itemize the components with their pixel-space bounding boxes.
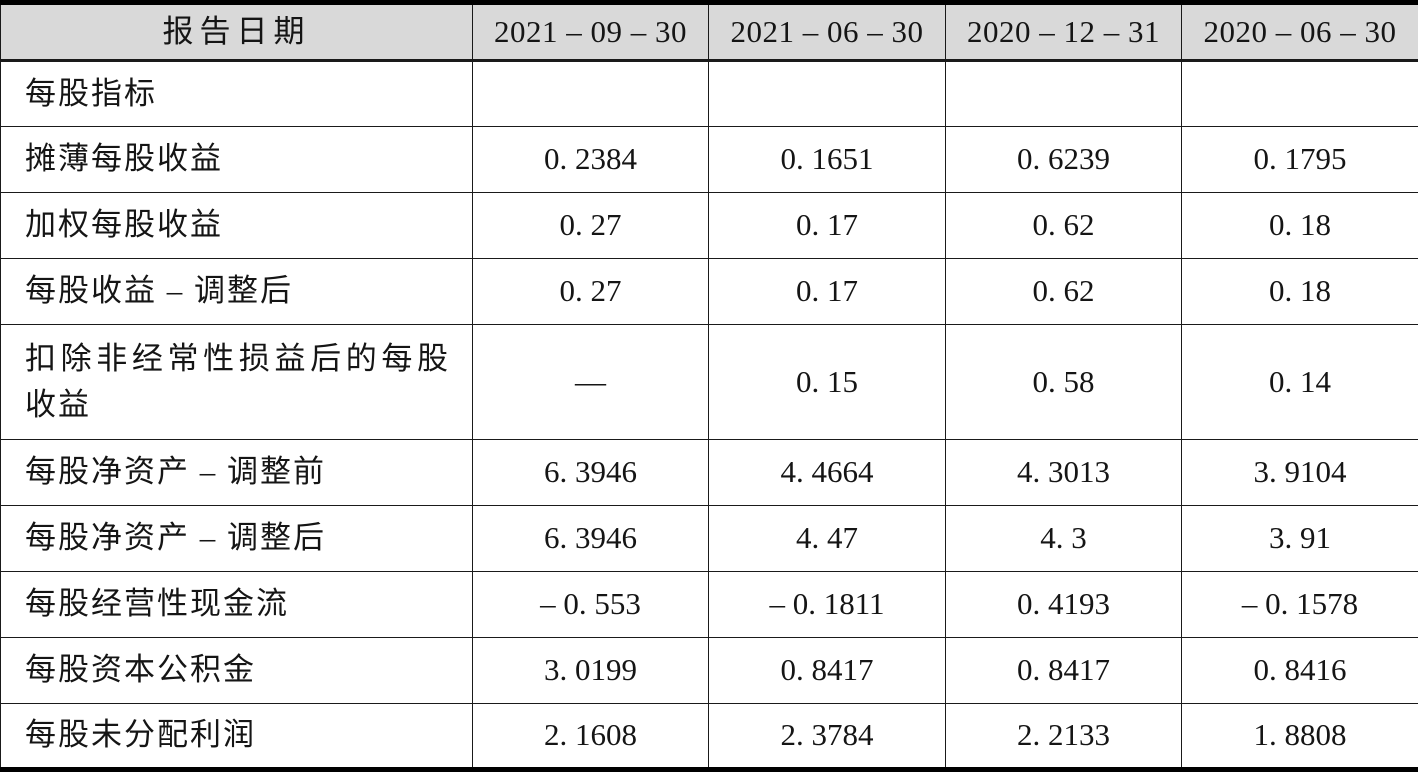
cell-value: 0. 18 [1181,192,1418,259]
cell-value: 0. 62 [945,258,1182,325]
cell-value: – 0. 1578 [1181,571,1418,638]
header-date: 2020 – 12 – 31 [945,2,1182,62]
table-header: 报告日期 2021 – 09 – 30 2021 – 06 – 30 2020 – … [0,2,1418,62]
cell-value: 4. 3013 [945,439,1182,506]
cell-value: 3. 0199 [472,637,709,704]
cell-value: 0. 18 [1181,258,1418,325]
cell-value: 0. 15 [708,324,946,440]
cell-value: 0. 58 [945,324,1182,440]
header-row: 报告日期 2021 – 09 – 30 2021 – 06 – 30 2020 – … [0,2,1418,62]
row-label: 每股经营性现金流 [0,571,473,638]
table-row: 扣除非经常性损益后的每股收益 —0. 15 0. 58 0. 14 [0,324,1418,440]
cell-value: 0. 62 [945,192,1182,259]
cell-value: 2. 1608 [472,703,709,770]
cell-value [945,60,1182,127]
cell-value: 0. 17 [708,258,946,325]
table-row: 每股净资产 – 调整前 6. 3946 4. 4664 4. 3013 3. 9104 [0,439,1418,506]
cell-value: 4. 3 [945,505,1182,572]
row-label: 每股资本公积金 [0,637,473,704]
table-row: 每股收益 – 调整后 0. 27 0. 17 0. 62 0. 18 [0,258,1418,325]
cell-value: 0. 8417 [708,637,946,704]
section-row: 每股指标 [0,60,1418,127]
table-row: 每股未分配利润 2. 1608 2. 3784 2. 2133 1. 8808 [0,703,1418,770]
header-date: 2021 – 09 – 30 [472,2,709,62]
cell-value [1181,60,1418,127]
cell-value: 0. 27 [472,192,709,259]
section-label: 每股指标 [0,60,473,127]
row-label: 扣除非经常性损益后的每股收益 [0,324,473,440]
cell-value: 2. 3784 [708,703,946,770]
cell-value: 0. 1795 [1181,126,1418,193]
cell-value: 0. 1651 [708,126,946,193]
cell-value: 3. 9104 [1181,439,1418,506]
cell-value: 0. 6239 [945,126,1182,193]
cell-value: 0. 17 [708,192,946,259]
row-label: 加权每股收益 [0,192,473,259]
cell-value: 4. 47 [708,505,946,572]
table-body: 每股指标 摊薄每股收益 0. 2384 0. 1651 0. 6239 0. 1795 加权… [0,60,1418,770]
cell-value: 1. 8808 [1181,703,1418,770]
cell-value: 0. 2384 [472,126,709,193]
row-label: 每股净资产 – 调整后 [0,505,473,572]
row-label: 每股净资产 – 调整前 [0,439,473,506]
cell-value: 6. 3946 [472,505,709,572]
cell-value: 0. 27 [472,258,709,325]
cell-value: 6. 3946 [472,439,709,506]
header-date: 2021 – 06 – 30 [708,2,946,62]
cell-value [472,60,709,127]
cell-value: 2. 2133 [945,703,1182,770]
header-report-date-label: 报告日期 [0,2,473,62]
row-label: 摊薄每股收益 [0,126,473,193]
table-row: 摊薄每股收益 0. 2384 0. 1651 0. 6239 0. 1795 [0,126,1418,193]
table-row: 加权每股收益 0. 27 0. 17 0. 62 0. 18 [0,192,1418,259]
cell-value: 3. 91 [1181,505,1418,572]
cell-value: 0. 4193 [945,571,1182,638]
header-date: 2020 – 06 – 30 [1181,2,1418,62]
table-row: 每股净资产 – 调整后 6. 3946 4. 47 4. 3 3. 91 [0,505,1418,572]
table-row: 每股经营性现金流 – 0. 553– 0. 1811 0. 4193– 0. 157… [0,571,1418,638]
cell-value: 0. 8416 [1181,637,1418,704]
cell-value: — [472,324,709,440]
cell-value: – 0. 553 [472,571,709,638]
cell-value [708,60,946,127]
table-row: 每股资本公积金 3. 0199 0. 8417 0. 8417 0. 8416 [0,637,1418,704]
row-label: 每股收益 – 调整后 [0,258,473,325]
cell-value: – 0. 1811 [708,571,946,638]
cell-value: 0. 14 [1181,324,1418,440]
cell-value: 4. 4664 [708,439,946,506]
cell-value: 0. 8417 [945,637,1182,704]
row-label: 每股未分配利润 [0,703,473,770]
